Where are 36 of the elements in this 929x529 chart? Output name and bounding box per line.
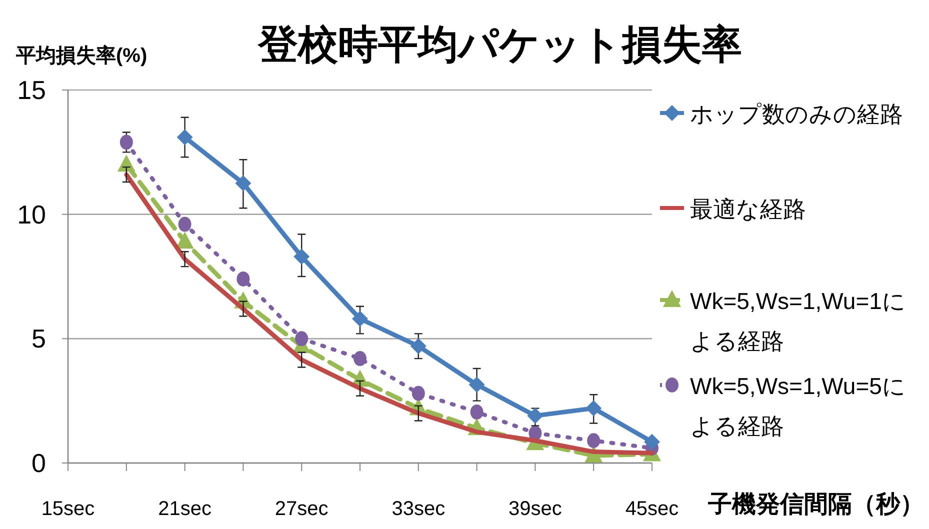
point xyxy=(412,386,425,401)
point xyxy=(470,404,484,420)
point xyxy=(586,400,602,416)
point xyxy=(468,376,485,393)
x-axis-title: 子機発信間隔（秒） xyxy=(707,491,924,518)
point xyxy=(352,310,368,327)
point xyxy=(354,351,366,366)
y-tick-label: 10 xyxy=(17,199,46,230)
point xyxy=(294,248,310,265)
legend-label: ホップ数のみの経路 xyxy=(690,101,903,127)
y-axis-title: 平均損失率(%) xyxy=(15,44,148,67)
x-tick-label: 21sec xyxy=(158,498,212,520)
legend-label: Wk=5,Ws=1,Wu=5による経路 xyxy=(690,373,906,439)
point xyxy=(176,232,194,249)
x-tick-label: 33sec xyxy=(392,498,446,520)
point xyxy=(527,408,544,424)
x-tick-label: 39sec xyxy=(508,498,562,520)
y-tick-label: 15 xyxy=(17,75,46,105)
legend-label: Wk=5,Ws=1,Wu=1による経路 xyxy=(690,288,906,354)
point xyxy=(295,331,308,346)
x-tick-label: 45sec xyxy=(625,498,679,520)
y-tick-label: 5 xyxy=(32,324,46,354)
point xyxy=(644,434,660,450)
point xyxy=(235,175,252,192)
point xyxy=(587,433,600,448)
point xyxy=(120,134,133,150)
point xyxy=(176,129,193,146)
point xyxy=(410,338,426,354)
point xyxy=(117,154,136,172)
x-tick-label: 15sec xyxy=(41,498,95,520)
point xyxy=(236,271,250,286)
chart-title: 登校時平均パケット損失率 xyxy=(257,23,742,67)
legend-label: 最適な経路 xyxy=(690,196,806,222)
point xyxy=(178,216,192,232)
x-tick-label: 27sec xyxy=(274,498,328,520)
y-tick-label: 0 xyxy=(32,448,46,478)
